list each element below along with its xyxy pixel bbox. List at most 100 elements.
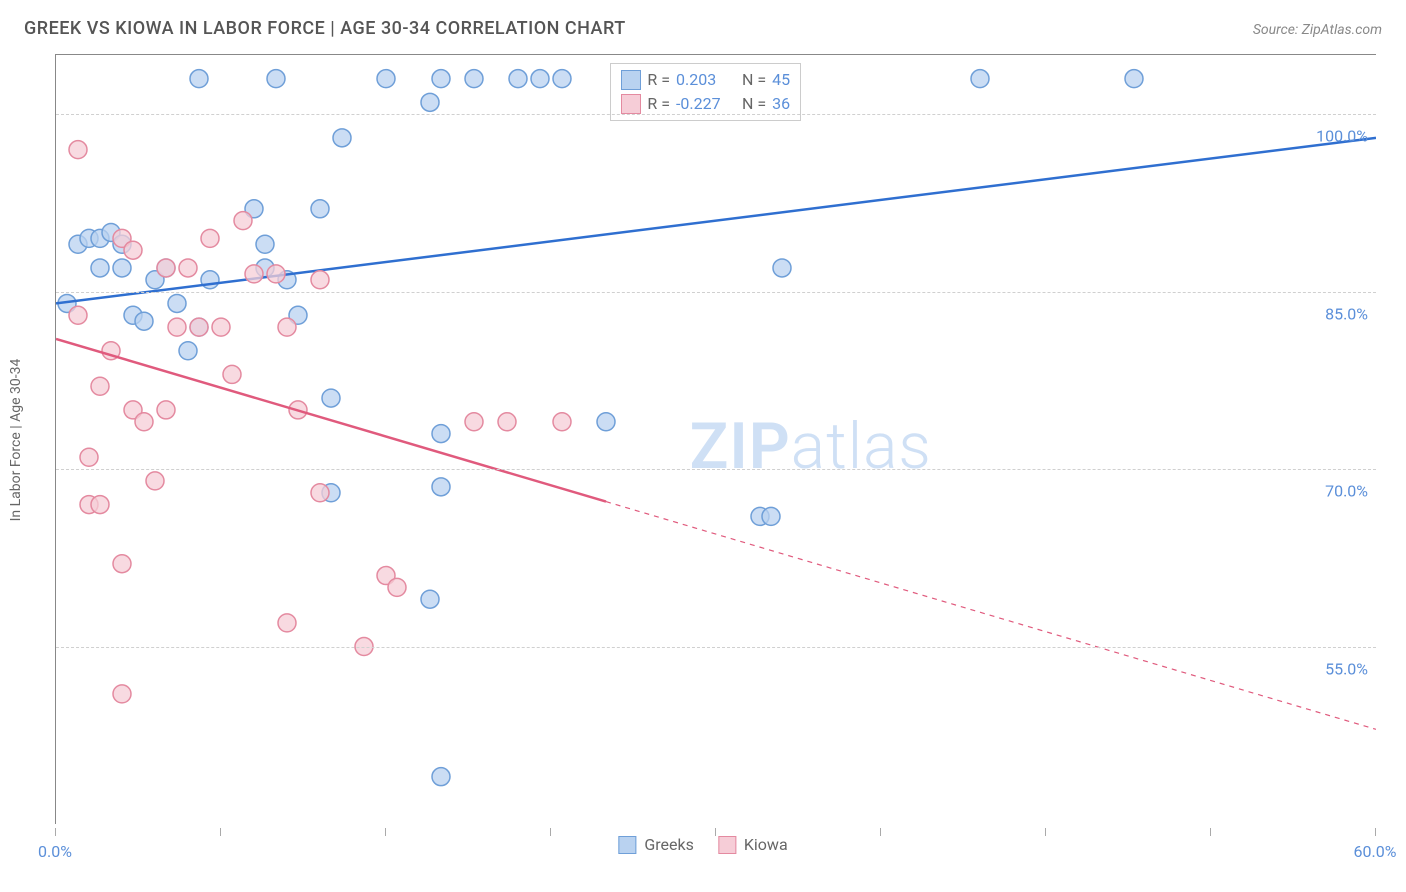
- data-point: [157, 259, 175, 277]
- data-point: [91, 259, 109, 277]
- data-point: [80, 448, 98, 466]
- x-tick: [1045, 828, 1046, 836]
- gridline: [56, 469, 1376, 470]
- y-tick-label: 85.0%: [1325, 304, 1368, 323]
- legend-swatch: [621, 70, 641, 90]
- legend-label: Kiowa: [744, 835, 788, 854]
- data-point: [278, 614, 296, 632]
- legend-label: Greeks: [644, 835, 694, 854]
- gridline: [56, 292, 1376, 293]
- data-point: [377, 70, 395, 88]
- data-point: [267, 70, 285, 88]
- plot-svg: [56, 55, 1376, 824]
- data-point: [91, 377, 109, 395]
- data-point: [432, 425, 450, 443]
- legend-swatch: [621, 94, 641, 114]
- x-tick-label: 0.0%: [38, 842, 72, 861]
- legend-row: R = -0.227N =36: [621, 92, 790, 116]
- legend-r-label: R =: [647, 68, 670, 92]
- data-point: [465, 70, 483, 88]
- x-tick: [550, 828, 551, 836]
- data-point: [223, 365, 241, 383]
- data-point: [157, 401, 175, 419]
- source-credit: Source: ZipAtlas.com: [1253, 22, 1382, 38]
- x-tick-label: 60.0%: [1354, 842, 1397, 861]
- data-point: [113, 555, 131, 573]
- trend-line-dashed: [606, 502, 1376, 730]
- data-point: [179, 259, 197, 277]
- data-point: [168, 294, 186, 312]
- data-point: [267, 265, 285, 283]
- data-point: [234, 212, 252, 230]
- data-point: [135, 312, 153, 330]
- data-point: [773, 259, 791, 277]
- data-point: [245, 265, 263, 283]
- data-point: [762, 507, 780, 525]
- data-point: [201, 229, 219, 247]
- data-point: [553, 413, 571, 431]
- data-point: [421, 590, 439, 608]
- data-point: [124, 241, 142, 259]
- data-point: [421, 93, 439, 111]
- data-point: [146, 472, 164, 490]
- data-point: [212, 318, 230, 336]
- x-tick: [55, 828, 56, 836]
- data-point: [465, 413, 483, 431]
- data-point: [190, 70, 208, 88]
- x-tick: [1210, 828, 1211, 836]
- series-legend: Greeks Kiowa: [618, 835, 787, 854]
- data-point: [432, 478, 450, 496]
- data-point: [311, 271, 329, 289]
- chart-header: GREEK VS KIOWA IN LABOR FORCE | AGE 30-3…: [0, 0, 1406, 49]
- data-point: [135, 413, 153, 431]
- x-tick: [220, 828, 221, 836]
- legend-r-label: R =: [647, 92, 670, 116]
- data-point: [432, 768, 450, 786]
- gridline: [56, 647, 1376, 648]
- legend-item: Kiowa: [718, 835, 788, 854]
- data-point: [113, 685, 131, 703]
- data-point: [113, 259, 131, 277]
- y-tick-label: 55.0%: [1325, 659, 1368, 678]
- data-point: [322, 389, 340, 407]
- legend-n-value: 45: [772, 68, 790, 92]
- y-tick-label: 70.0%: [1325, 482, 1368, 501]
- data-point: [256, 235, 274, 253]
- chart-area: In Labor Force | Age 30-34 R =0.203N =45…: [55, 54, 1376, 824]
- y-tick-label: 100.0%: [1316, 127, 1368, 146]
- data-point: [311, 200, 329, 218]
- data-point: [91, 496, 109, 514]
- data-point: [509, 70, 527, 88]
- data-point: [1125, 70, 1143, 88]
- data-point: [168, 318, 186, 336]
- y-axis-label: In Labor Force | Age 30-34: [8, 358, 24, 521]
- data-point: [278, 318, 296, 336]
- data-point: [388, 578, 406, 596]
- legend-row: R = 0.203N =45: [621, 68, 790, 92]
- data-point: [69, 141, 87, 159]
- chart-title: GREEK VS KIOWA IN LABOR FORCE | AGE 30-3…: [24, 18, 626, 39]
- legend-swatch: [718, 836, 736, 854]
- x-tick: [880, 828, 881, 836]
- legend-r-value: -0.227: [676, 92, 736, 116]
- x-tick: [385, 828, 386, 836]
- legend-n-label: N =: [742, 92, 766, 116]
- data-point: [432, 70, 450, 88]
- legend-n-value: 36: [772, 92, 790, 116]
- legend-n-label: N =: [742, 68, 766, 92]
- legend-r-value: 0.203: [676, 68, 736, 92]
- data-point: [531, 70, 549, 88]
- correlation-legend: R = 0.203N =45 R = -0.227N =36: [610, 63, 801, 121]
- data-point: [971, 70, 989, 88]
- data-point: [333, 129, 351, 147]
- data-point: [597, 413, 615, 431]
- data-point: [190, 318, 208, 336]
- data-point: [553, 70, 571, 88]
- x-tick: [1375, 828, 1376, 836]
- data-point: [311, 484, 329, 502]
- legend-item: Greeks: [618, 835, 694, 854]
- data-point: [69, 306, 87, 324]
- legend-swatch: [618, 836, 636, 854]
- gridline: [56, 114, 1376, 115]
- data-point: [179, 342, 197, 360]
